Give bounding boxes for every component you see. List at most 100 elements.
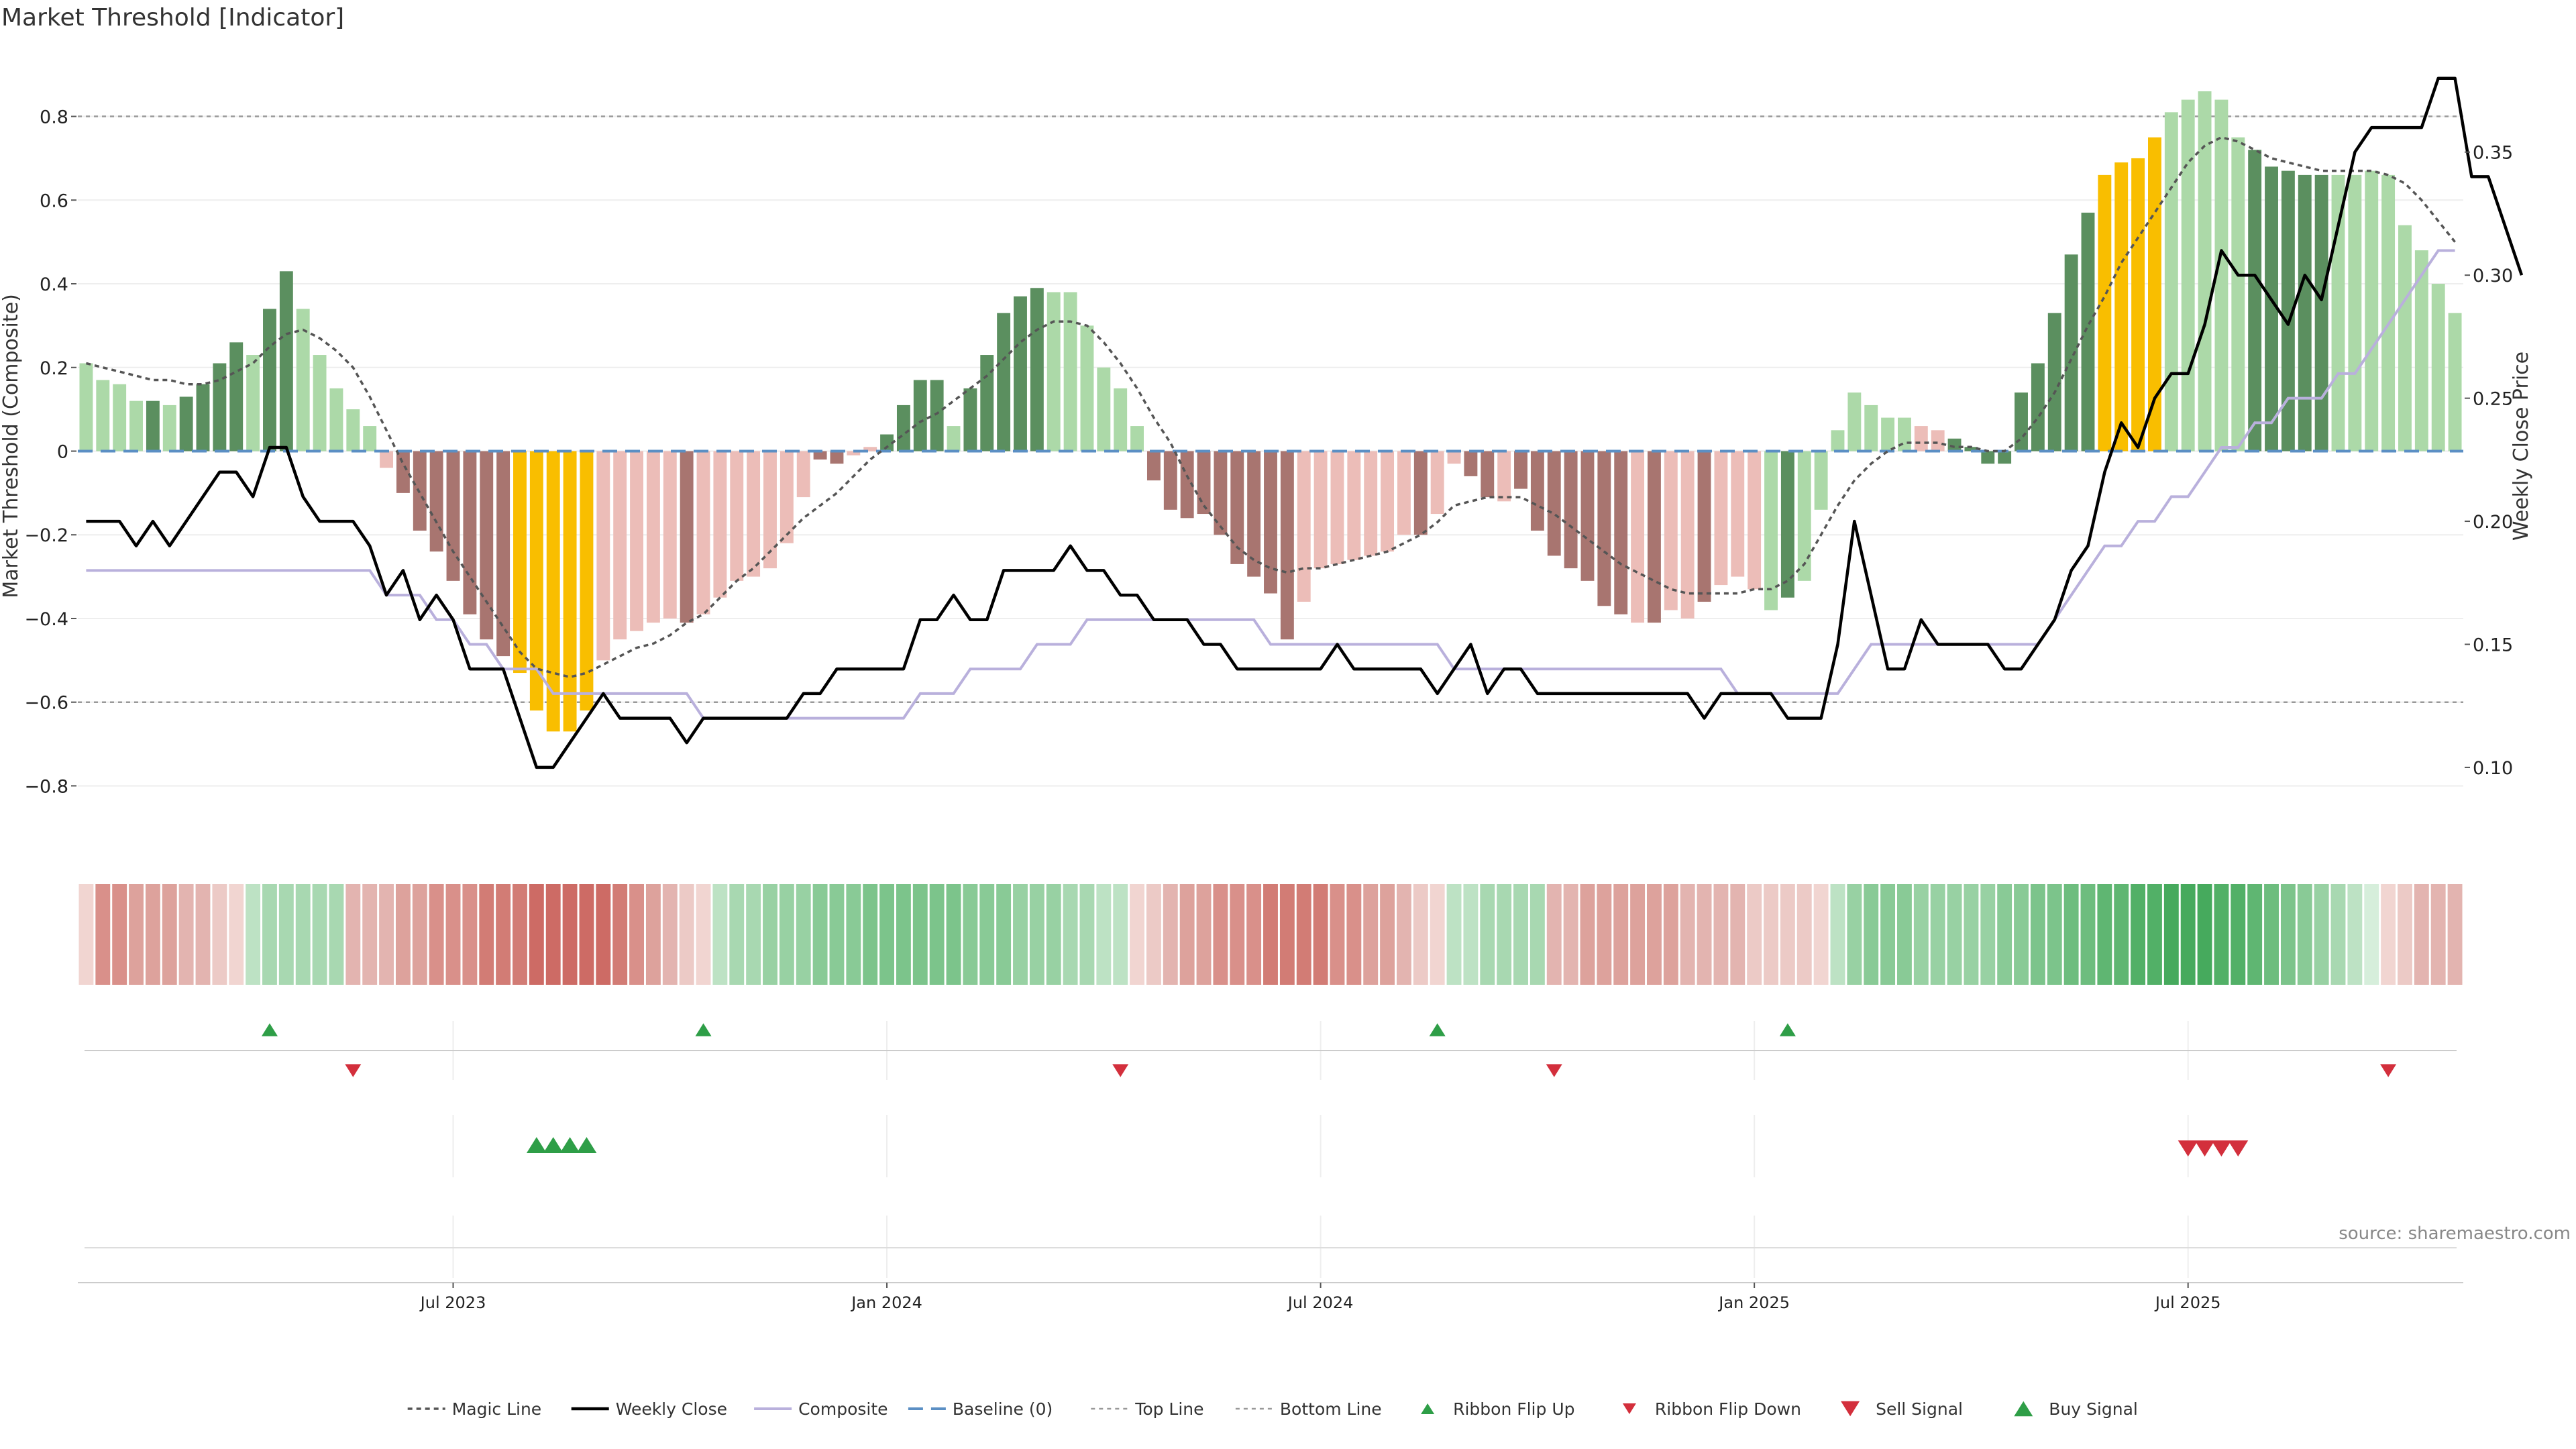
y2-tick-label: 0.35 <box>2473 143 2513 164</box>
ribbon-cell <box>1913 884 1929 985</box>
ribbon-cell <box>1313 884 1328 985</box>
y2-tick-label: 0.10 <box>2473 758 2513 779</box>
composite-bar <box>1146 451 1161 481</box>
buy-signal-marker <box>526 1137 547 1153</box>
composite-bar <box>2047 313 2061 451</box>
composite-bar <box>1697 451 1711 602</box>
ribbon-cell <box>645 884 661 985</box>
ribbon-flip-up-marker <box>1429 1023 1446 1036</box>
composite-bar <box>463 451 477 614</box>
ribbon-cell <box>1529 884 1545 985</box>
ribbon-cell <box>1613 884 1629 985</box>
ribbon-cell <box>1279 884 1295 985</box>
ribbon-cell <box>1580 884 1595 985</box>
ribbon-cell <box>1146 884 1161 985</box>
composite-bar <box>1280 451 1294 640</box>
composite-bar <box>997 313 1011 451</box>
composite-bar <box>1614 451 1628 614</box>
legend: Magic Line Weekly Close Composite Baseline … <box>407 1399 2138 1419</box>
composite-bar <box>346 409 360 451</box>
ribbon-cell <box>1847 884 1862 985</box>
composite-bar <box>213 363 227 451</box>
ribbon-cell <box>1697 884 1712 985</box>
x-tick-label: Jul 2023 <box>419 1293 486 1312</box>
ribbon-cell <box>1563 884 1578 985</box>
ribbon-cell <box>612 884 628 985</box>
ribbon-cell <box>796 884 811 985</box>
x-axis: Jul 2023 Jan 2024 Jul 2024 Jan 2025 Jul 2025 <box>78 1216 2463 1312</box>
composite-bar <box>1564 451 1578 569</box>
ribbon-cell <box>2197 884 2212 985</box>
composite-bar <box>713 451 727 598</box>
composite-bar <box>1264 451 1277 594</box>
composite-bar <box>2214 99 2229 451</box>
legend-top-line-label: Top Line <box>1134 1399 1203 1419</box>
ribbon-cell <box>362 884 378 985</box>
ribbon-cell <box>2347 884 2363 985</box>
ribbon-cell <box>2398 884 2412 985</box>
y-tick-label: −0.8 <box>24 776 68 797</box>
ribbon-cell <box>863 884 878 985</box>
composite-bar <box>1014 296 1027 451</box>
composite-bar <box>1330 451 1344 564</box>
legend-buy-signal-swatch <box>2014 1401 2033 1417</box>
composite-bar <box>2281 170 2295 451</box>
ribbon-cell <box>129 884 144 985</box>
ribbon-cell <box>846 884 861 985</box>
ribbon-cell <box>1980 884 1996 985</box>
composite-bar <box>279 271 293 451</box>
composite-bar <box>1063 292 1077 451</box>
composite-bar <box>1748 451 1762 590</box>
y2-tick-label: 0.15 <box>2473 635 2513 655</box>
ribbon-cell <box>178 884 194 985</box>
composite-bar <box>596 451 610 661</box>
ribbon-cell <box>379 884 394 985</box>
ribbon-cell <box>1413 884 1428 985</box>
composite-bar <box>1413 451 1428 535</box>
x-tick-label: Jul 2025 <box>2154 1293 2221 1312</box>
composite-bar <box>96 380 110 451</box>
magic-line <box>85 136 2456 679</box>
composite-bar <box>947 426 961 451</box>
composite-bar <box>1530 451 1544 531</box>
y-tick-label: 0.6 <box>40 191 68 211</box>
composite-bar <box>2365 170 2379 451</box>
composite-bar <box>2131 158 2145 451</box>
composite-bar <box>2181 99 2195 451</box>
composite-bar <box>162 405 176 451</box>
ribbon-cell <box>1063 884 1078 985</box>
composite-bar <box>863 447 877 451</box>
composite-bar <box>1797 451 1811 581</box>
ribbon-cell <box>929 884 945 985</box>
ribbon-cell <box>1446 884 1462 985</box>
ribbon-strip <box>78 884 2463 985</box>
composite-bar <box>1831 430 1845 451</box>
composite-bar <box>2248 150 2262 451</box>
y-tick-label: 0.2 <box>40 358 68 379</box>
ribbon-cell <box>2414 884 2429 985</box>
composite-bar <box>1464 451 1478 476</box>
legend-ribbon-flip-down-label: Ribbon Flip Down <box>1655 1399 1801 1419</box>
ribbon-cell <box>1997 884 2012 985</box>
ribbon-cell <box>896 884 911 985</box>
composite-bar <box>1664 451 1678 610</box>
y-tick-label: 0.4 <box>40 274 68 295</box>
composite-bar <box>696 451 710 614</box>
sell-signal-marker <box>2228 1140 2249 1157</box>
legend-ribbon-flip-down-swatch <box>1622 1403 1636 1414</box>
x-tick-label: Jul 2024 <box>1287 1293 1354 1312</box>
ribbon-cell <box>2080 884 2096 985</box>
composite-bar <box>1814 451 1828 510</box>
ribbon-flip-up-marker <box>695 1023 712 1036</box>
ribbon-cell <box>912 884 928 985</box>
ribbon-cell <box>2447 884 2463 985</box>
ribbon-cell <box>1230 884 1245 985</box>
composite-bar <box>196 384 210 451</box>
legend-weekly-close-label: Weekly Close <box>616 1399 727 1419</box>
buy-signal-marker <box>559 1137 580 1153</box>
composite-bar <box>646 451 660 623</box>
y-axis-left-label: Market Threshold (Composite) <box>0 294 23 598</box>
ribbon-cell <box>746 884 761 985</box>
ribbon-cell <box>195 884 211 985</box>
